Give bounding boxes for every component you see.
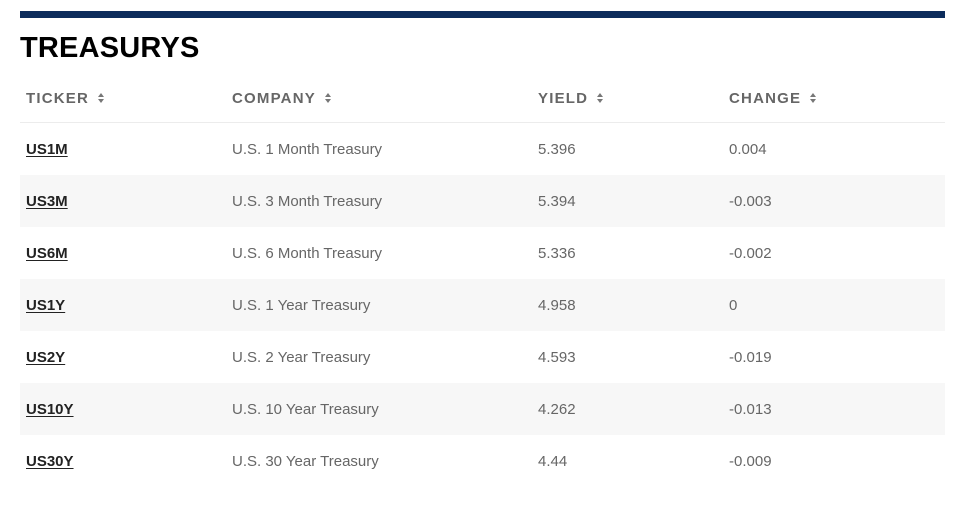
change-cell: 0	[729, 296, 738, 314]
change-cell: -0.009	[729, 452, 772, 470]
column-header-change[interactable]: CHANGE	[729, 74, 817, 122]
company-cell: U.S. 1 Month Treasury	[232, 140, 383, 158]
ticker-link[interactable]: US30Y	[26, 452, 74, 470]
ticker-link[interactable]: US10Y	[26, 400, 74, 418]
table-row: US1M U.S. 1 Month Treasury 5.396 0.004	[20, 123, 945, 175]
company-cell: U.S. 30 Year Treasury	[232, 452, 379, 470]
company-cell: U.S. 3 Month Treasury	[232, 192, 383, 210]
column-header-company[interactable]: COMPANY	[232, 74, 331, 122]
ticker-link[interactable]: US6M	[26, 244, 68, 262]
table-header: TICKER COMPANY YIELD CHANGE	[20, 74, 945, 123]
table-row: US3M U.S. 3 Month Treasury 5.394 -0.003	[20, 175, 945, 227]
change-cell: -0.002	[729, 244, 772, 262]
sort-icon	[324, 93, 331, 103]
table-row: US1Y U.S. 1 Year Treasury 4.958 0	[20, 279, 945, 331]
ticker-link[interactable]: US2Y	[26, 348, 66, 366]
company-cell: U.S. 2 Year Treasury	[232, 348, 371, 366]
table-row: US30Y U.S. 30 Year Treasury 4.44 -0.009	[20, 435, 945, 487]
ticker-link[interactable]: US1Y	[26, 296, 66, 314]
yield-cell: 5.394	[538, 192, 576, 210]
yield-cell: 4.958	[538, 296, 576, 314]
yield-cell: 5.396	[538, 140, 576, 158]
column-header-label: CHANGE	[729, 89, 802, 107]
company-cell: U.S. 10 Year Treasury	[232, 400, 379, 418]
sort-icon	[810, 93, 817, 103]
yield-cell: 4.262	[538, 400, 576, 418]
change-cell: -0.019	[729, 348, 772, 366]
ticker-link[interactable]: US1M	[26, 140, 68, 158]
table-row: US2Y U.S. 2 Year Treasury 4.593 -0.019	[20, 331, 945, 383]
section-title: TREASURYS	[20, 32, 200, 64]
sort-icon	[597, 93, 604, 103]
company-cell: U.S. 6 Month Treasury	[232, 244, 383, 262]
table-row: US6M U.S. 6 Month Treasury 5.336 -0.002	[20, 227, 945, 279]
table-row: US10Y U.S. 10 Year Treasury 4.262 -0.013	[20, 383, 945, 435]
ticker-link[interactable]: US3M	[26, 192, 68, 210]
change-cell: -0.013	[729, 400, 772, 418]
column-header-yield[interactable]: YIELD	[538, 74, 604, 122]
column-header-label: TICKER	[26, 89, 90, 107]
treasury-table: TICKER COMPANY YIELD CHANGE US1M U.S. 1 …	[20, 74, 945, 487]
column-header-label: YIELD	[538, 89, 589, 107]
change-cell: -0.003	[729, 192, 772, 210]
change-cell: 0.004	[729, 140, 767, 158]
column-header-ticker[interactable]: TICKER	[26, 74, 105, 122]
yield-cell: 4.593	[538, 348, 576, 366]
yield-cell: 4.44	[538, 452, 568, 470]
sort-icon	[98, 93, 105, 103]
section-top-bar	[20, 11, 945, 18]
yield-cell: 5.336	[538, 244, 576, 262]
column-header-label: COMPANY	[232, 89, 316, 107]
company-cell: U.S. 1 Year Treasury	[232, 296, 371, 314]
